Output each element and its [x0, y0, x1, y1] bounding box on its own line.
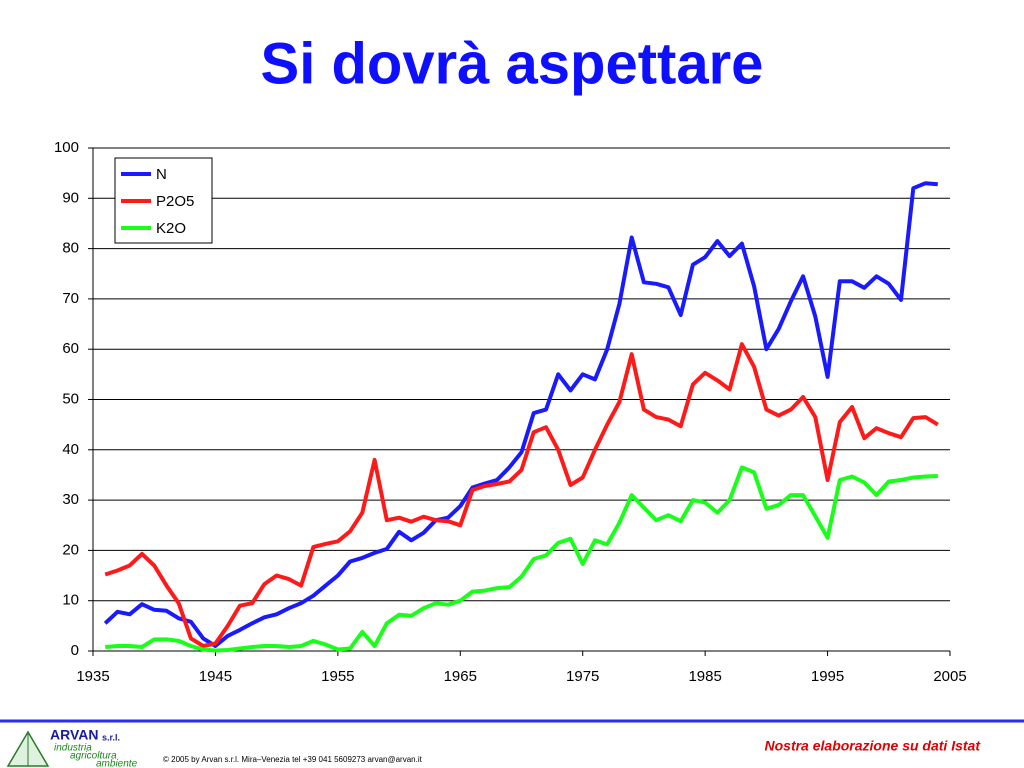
legend-label: K2O — [156, 220, 186, 237]
legend-label: P2O5 — [156, 193, 194, 210]
y-tick-label: 0 — [71, 642, 79, 659]
plot-area: 0 10 20 30 40 50 60 70 80 90 100 1935 1945 1955 1965 19… — [54, 139, 967, 685]
logo: ARVAN s.r.l. industria agricoltura ambie… — [6, 727, 138, 768]
legend: N P2O5 K2O — [114, 157, 213, 244]
y-tick-label: 10 — [62, 592, 79, 609]
tagline: agricoltura — [70, 751, 117, 762]
y-tick-label: 90 — [62, 189, 79, 206]
y-tick-label: 70 — [62, 290, 79, 307]
y-tick-label: 30 — [62, 491, 79, 508]
x-tick-label: 1965 — [444, 668, 477, 685]
slide-title: Si dovrà aspettare — [261, 31, 764, 96]
x-tick-label: 1995 — [811, 668, 844, 685]
series-line — [104, 342, 939, 648]
x-tick-label: 1955 — [321, 668, 354, 685]
y-tick-label: 40 — [62, 441, 79, 458]
tagline: ambiente — [96, 759, 138, 768]
series-line — [103, 181, 938, 648]
legend-label: N — [156, 166, 167, 183]
source-note: Nostra elaborazione su dati Istat — [765, 738, 982, 754]
y-tick-label: 20 — [62, 541, 79, 558]
company-suffix: s.r.l. — [102, 732, 120, 742]
x-tick-label: 1935 — [76, 668, 109, 685]
x-tick-label: 1945 — [199, 668, 232, 685]
x-tick-label: 1985 — [688, 668, 721, 685]
y-tick-label: 80 — [62, 240, 79, 257]
y-tick-label: 100 — [54, 139, 79, 156]
company-name: ARVAN — [50, 727, 99, 743]
x-tick-label: 2005 — [933, 668, 966, 685]
copyright: © 2005 by Arvan s.r.l. Mira–Venezia tel … — [163, 755, 423, 764]
tagline: industria — [54, 743, 92, 754]
y-tick-label: 50 — [62, 390, 79, 407]
x-tick-label: 1975 — [566, 668, 599, 685]
y-tick-label: 60 — [62, 340, 79, 357]
series-line — [105, 465, 938, 653]
